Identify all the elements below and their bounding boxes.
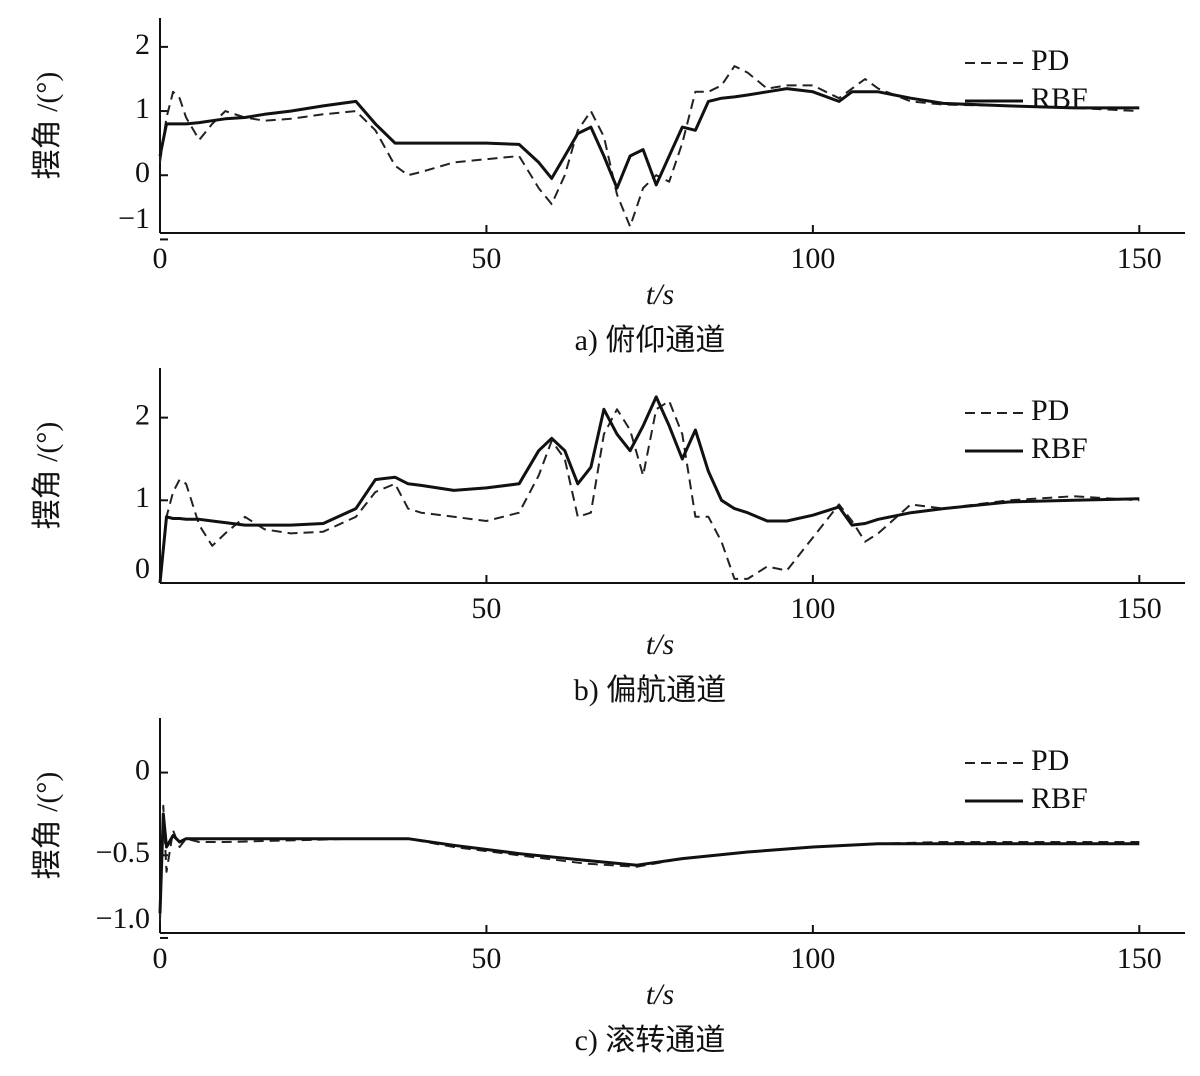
x-tick-label: 100 [790,242,835,275]
y-tick-label: 0 [135,552,150,585]
legend-label: RBF [1031,782,1088,815]
x-axis-label: t/s [646,978,674,1011]
legend-label: PD [1031,44,1069,77]
legend-label: PD [1031,744,1069,777]
legend-label: PD [1031,394,1069,427]
y-tick-label: −0.5 [96,836,150,869]
x-tick-label: 150 [1117,942,1162,975]
series-line [159,65,1140,228]
y-axis-label: 摆角 /(°) [31,422,64,530]
y-axis-label: 摆角 /(°) [31,72,64,180]
x-tick-label: 50 [471,942,501,975]
x-tick-label: 100 [790,942,835,975]
x-axis-label: t/s [646,628,674,661]
y-tick-label: −1.0 [96,902,150,935]
x-tick-label: 150 [1117,592,1162,625]
y-axis-label: 摆角 /(°) [31,772,64,880]
legend-label: RBF [1031,432,1088,465]
y-tick-label: 0 [135,156,150,189]
x-tick-label: 100 [790,592,835,625]
series-line [158,812,1140,914]
series-line [158,87,1140,190]
y-tick-label: 2 [135,28,150,61]
series-line [158,395,1140,584]
y-tick-label: 1 [135,481,150,514]
x-tick-label: 0 [153,942,168,975]
x-tick-label: 0 [153,242,168,275]
y-tick-label: 1 [135,92,150,125]
x-tick-label: 150 [1117,242,1162,275]
x-tick-label: 50 [471,592,501,625]
caption: c) 滚转通道 [575,1024,726,1057]
legend-label: RBF [1031,82,1088,115]
x-tick-label: 50 [471,242,501,275]
caption: b) 偏航通道 [574,674,727,707]
y-tick-label: 2 [135,399,150,432]
y-tick-label: 0 [135,753,150,786]
caption: a) 俯仰通道 [575,324,726,357]
y-tick-label: −1 [118,202,150,235]
series-line [159,400,1140,584]
x-axis-label: t/s [646,278,674,311]
